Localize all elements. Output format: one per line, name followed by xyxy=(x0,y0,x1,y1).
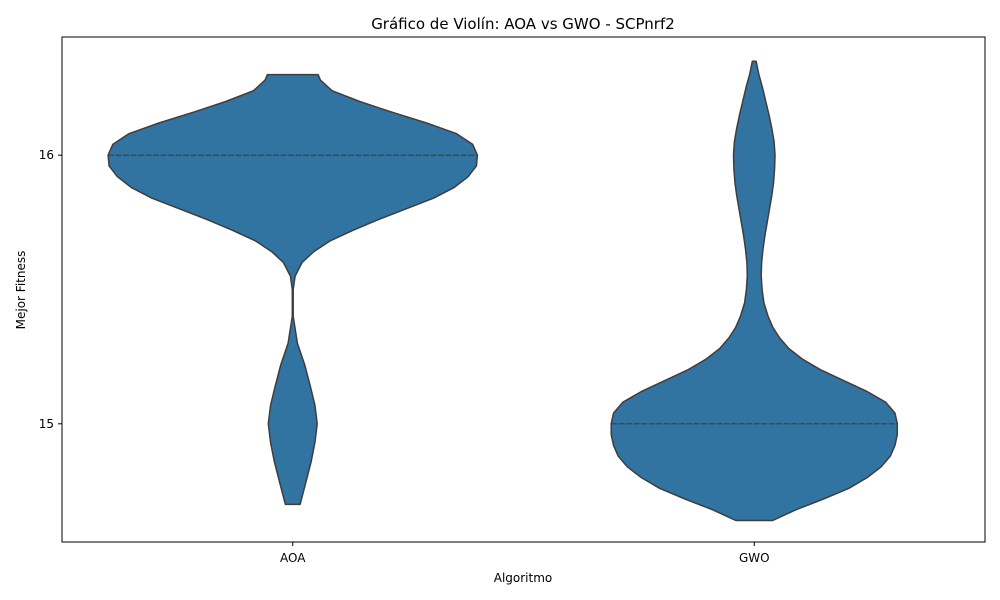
plot-frame xyxy=(61,36,986,543)
x-axis-label: Algoritmo xyxy=(494,571,553,585)
violin-gwo xyxy=(610,60,899,522)
x-tick-label-gwo: GWO xyxy=(739,551,770,565)
median-layer xyxy=(108,154,898,425)
x-tick-label-aoa: AOA xyxy=(280,551,306,565)
y-tick-label: 15 xyxy=(39,417,54,431)
violin-layer xyxy=(107,60,899,522)
x-axis-ticks: AOA GWO xyxy=(280,542,770,565)
chart-title: Gráfico de Violín: AOA vs GWO - SCPnrf2 xyxy=(371,15,675,33)
violin-aoa xyxy=(107,73,479,506)
y-axis-label: Mejor Fitness xyxy=(14,251,28,330)
y-tick-label: 16 xyxy=(39,148,54,162)
